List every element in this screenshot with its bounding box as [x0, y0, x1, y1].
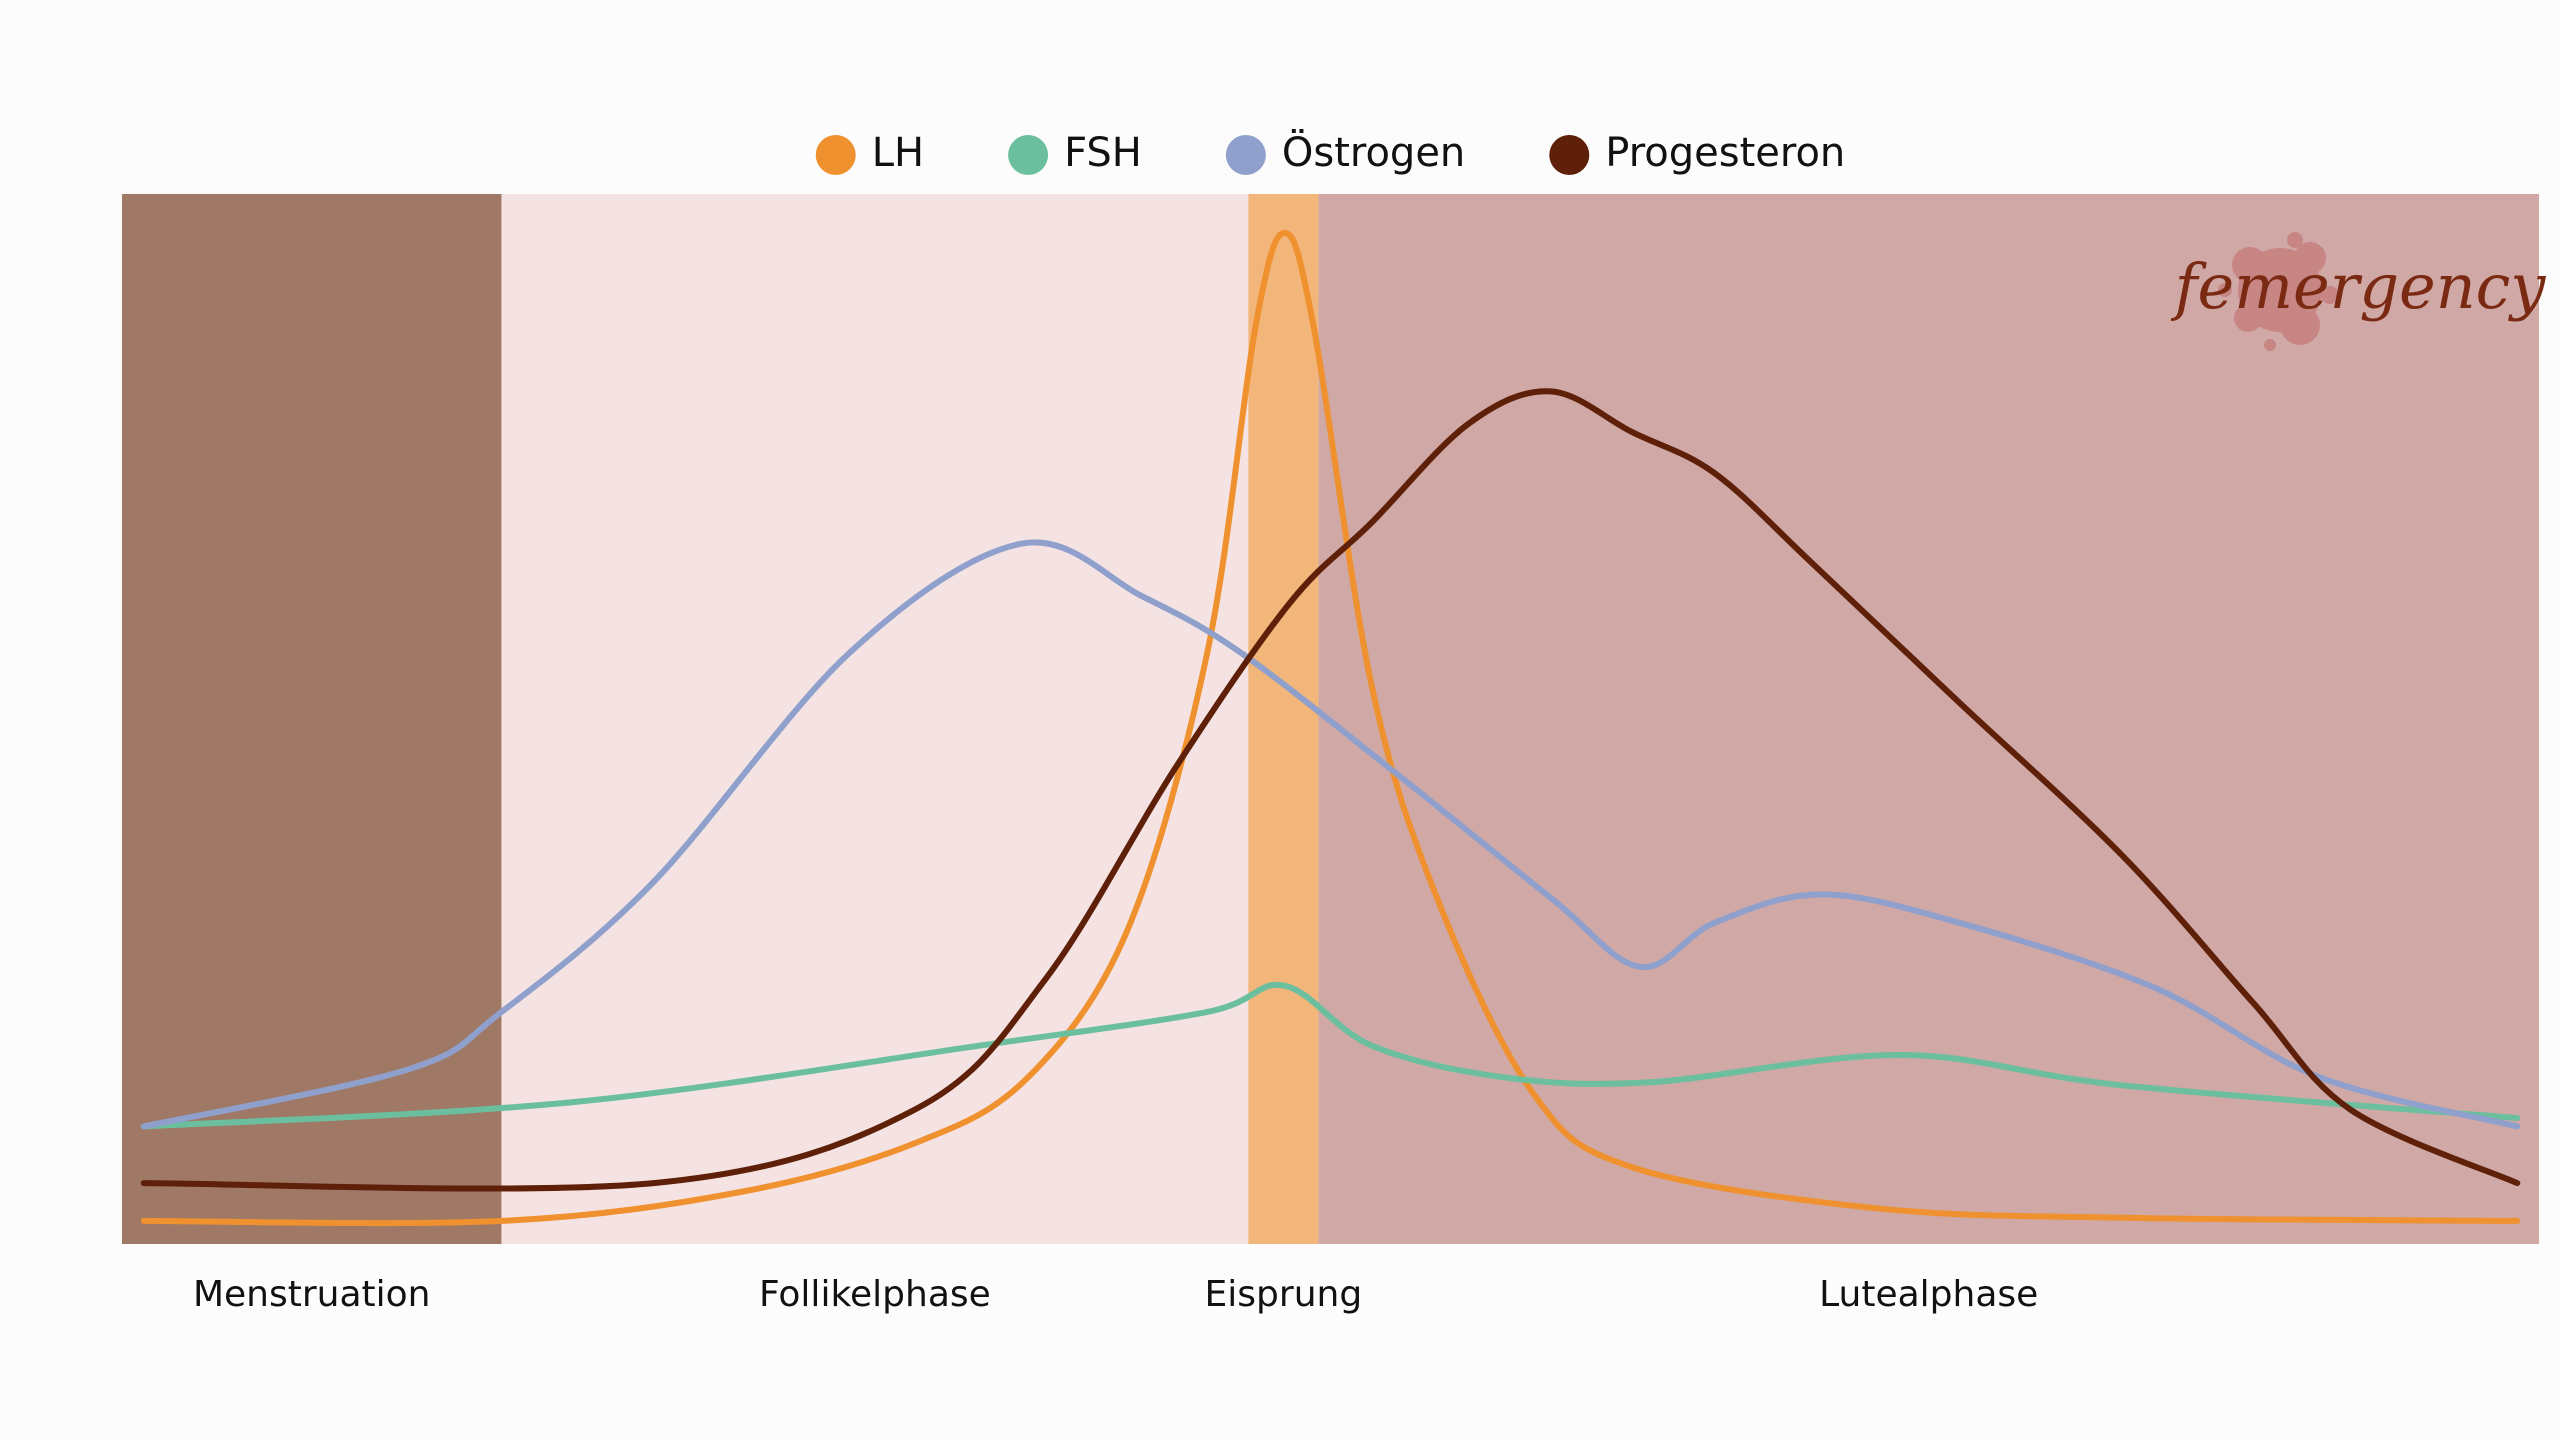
phase-label: Eisprung	[1205, 1274, 1363, 1315]
phase-band	[122, 194, 502, 1244]
phase-label: Follikelphase	[759, 1274, 991, 1315]
legend-marker	[1008, 135, 1049, 175]
phase-label: Menstruation	[193, 1274, 431, 1315]
hormone-line	[140, 388, 2521, 1192]
plot-lines	[140, 229, 2521, 1227]
phase-band	[501, 194, 1249, 1244]
legend-label: LH	[872, 130, 924, 176]
logo-text: femergency	[2171, 250, 2547, 323]
hormone-line	[140, 981, 2521, 1130]
phase-band	[1248, 194, 1319, 1244]
legend-marker	[1225, 135, 1266, 175]
logo: femergency	[2171, 232, 2547, 351]
phase-label: Lutealphase	[1819, 1274, 2038, 1315]
legend-label: Östrogen	[1282, 128, 1465, 176]
logo-splash	[2218, 232, 2339, 351]
phase-band	[1318, 194, 2539, 1244]
legend-marker	[815, 135, 856, 175]
phase-bands	[122, 194, 2539, 1244]
legend: LH FSH Östrogen Progesteron	[815, 128, 1845, 176]
legend-label: FSH	[1064, 130, 1142, 176]
hormone-line	[140, 229, 2521, 1227]
legend-label: Progesteron	[1605, 130, 1845, 176]
legend-marker	[1549, 135, 1590, 175]
hormone-line	[140, 539, 2521, 1130]
